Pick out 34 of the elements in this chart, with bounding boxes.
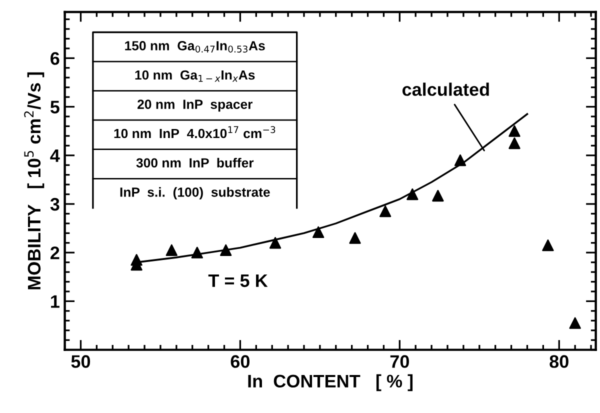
point — [349, 232, 361, 244]
point — [220, 244, 232, 256]
annotation: 150 nm Ga$_{0.47}$In$_{0.53}$As — [125, 41, 265, 53]
annotation: 300 nm InP buffer — [136, 158, 254, 168]
point — [406, 188, 418, 200]
point — [542, 239, 554, 252]
annotation: InP s.i. (100) substrate — [120, 187, 270, 200]
x-tick-label: 70 — [390, 355, 409, 368]
x-tick-label: 80 — [550, 355, 568, 368]
annotation: calculated — [402, 82, 489, 96]
y-tick-label: 1 — [51, 295, 60, 308]
x-axis-title: In CONTENT [ % ] — [248, 374, 413, 392]
annotation: T = 5 K — [208, 274, 268, 288]
annotation: 20 nm InP spacer — [138, 100, 253, 112]
point — [432, 190, 444, 202]
y-tick-label: 6 — [50, 52, 60, 65]
point — [191, 246, 203, 258]
x-tick-label: 50 — [71, 355, 90, 368]
y-tick-label: 3 — [50, 198, 60, 211]
point — [569, 317, 581, 329]
y-axis-title: MOBILITY [ 10$^{5}$ cm$^{2}$/Vs ] — [24, 72, 44, 290]
point — [312, 226, 324, 238]
annotation: 10 nm Ga$_{1−x}$In$_{x}$As — [135, 70, 255, 82]
point — [454, 154, 466, 166]
x-tick-label: 60 — [230, 355, 250, 368]
y-tick-label: 2 — [50, 246, 60, 260]
point — [269, 237, 282, 249]
point — [508, 125, 520, 137]
point — [379, 205, 392, 218]
point — [166, 244, 178, 256]
y-tick-label: 5 — [50, 100, 60, 114]
point — [508, 137, 520, 150]
y-tick-label: 4 — [50, 149, 60, 162]
annotation: 10 nm InP 4.0x10$^{17}$ cm$^{−3}$ — [114, 126, 276, 138]
